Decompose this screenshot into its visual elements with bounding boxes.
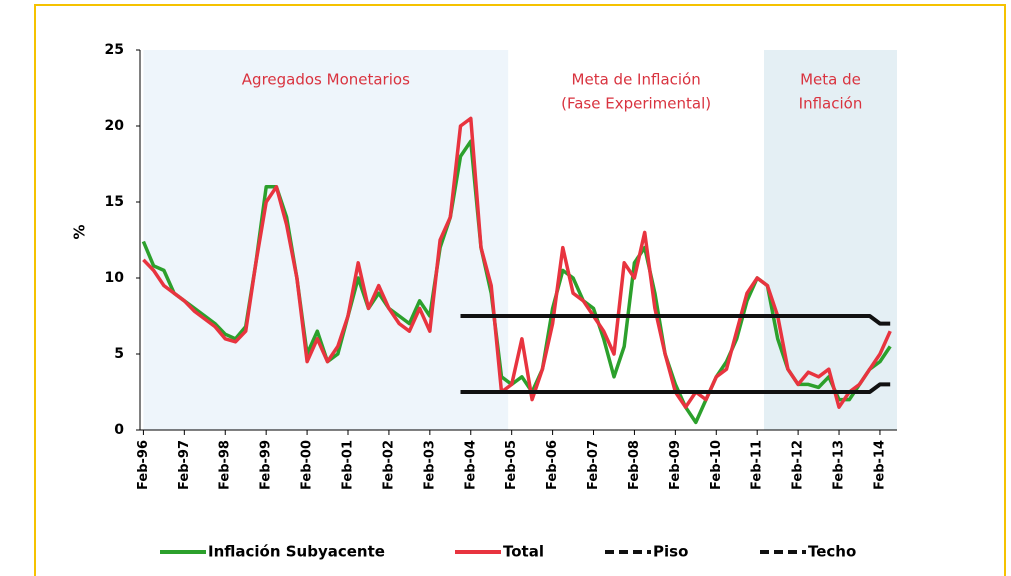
x-tick-label: Feb-02 — [381, 440, 396, 490]
x-tick-label: Feb-99 — [259, 440, 274, 490]
x-tick-label: Feb-11 — [750, 440, 765, 490]
region-label: Agregados Monetarios — [242, 71, 410, 89]
x-tick-label: Feb-13 — [832, 440, 847, 490]
x-tick-label: Feb-01 — [341, 440, 356, 490]
legend-label: Inflación Subyacente — [208, 543, 385, 561]
region — [143, 50, 509, 430]
x-tick-label: Feb-07 — [586, 440, 601, 490]
y-tick-label: 15 — [105, 194, 124, 210]
x-tick-label: Feb-14 — [872, 440, 887, 490]
x-tick-label: Feb-08 — [627, 440, 642, 490]
x-tick-label: Feb-00 — [300, 440, 315, 490]
x-tick-label: Feb-03 — [422, 440, 437, 490]
y-tick-label: 5 — [114, 346, 124, 362]
series-line — [142, 116, 892, 409]
series-line — [460, 382, 891, 394]
region-label: Inflación — [799, 95, 863, 113]
x-tick-label: Feb-05 — [504, 440, 519, 490]
series-line — [460, 314, 891, 326]
legend-label: Total — [503, 543, 544, 561]
x-tick-label: Feb-10 — [709, 440, 724, 490]
legend-label: Piso — [653, 543, 688, 561]
y-tick-label: 25 — [105, 42, 124, 58]
x-tick-label: Feb-06 — [545, 440, 560, 490]
region-label: Meta de — [800, 71, 861, 89]
legend-label: Techo — [808, 543, 856, 561]
x-tick-label: Feb-96 — [136, 440, 151, 490]
y-tick-label: 20 — [105, 118, 125, 134]
x-tick-label: Feb-12 — [791, 440, 806, 490]
region-label: (Fase Experimental) — [561, 95, 711, 113]
x-tick-label: Feb-04 — [463, 440, 478, 490]
y-tick-label: 10 — [105, 270, 125, 286]
x-tick-label: Feb-97 — [177, 440, 192, 490]
region-label: Meta de Inflación — [572, 71, 701, 89]
x-tick-label: Feb-09 — [668, 440, 683, 490]
x-tick-label: Feb-98 — [218, 440, 233, 490]
y-axis-label: % — [71, 224, 89, 239]
y-tick-label: 0 — [114, 422, 124, 438]
